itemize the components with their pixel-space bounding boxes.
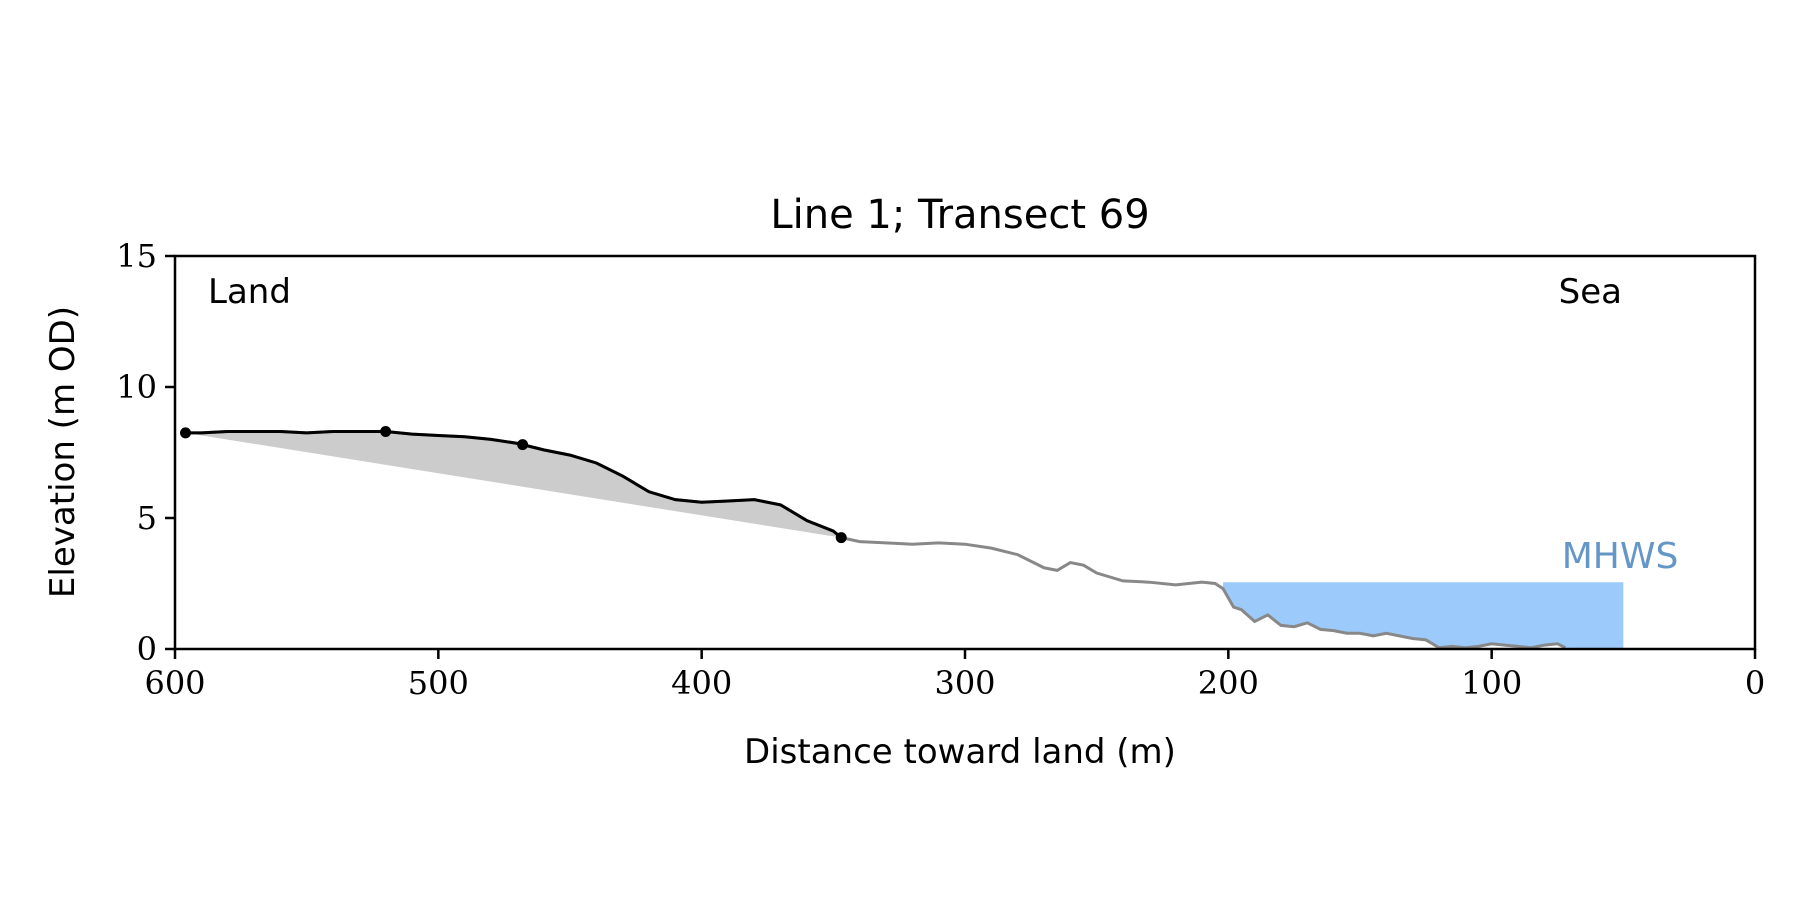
feature-point [180,427,192,439]
feature-point [835,532,847,544]
cliff-fill-area [185,431,842,538]
sea-label: Sea [1559,272,1622,312]
feature-point [380,426,392,438]
x-axis-label: Distance toward land (m) [744,732,1176,772]
x-tick-label: 600 [144,664,205,702]
chart-title: Line 1; Transect 69 [770,192,1149,238]
y-tick-label: 15 [116,237,157,275]
y-axis: 0 5 10 15 [116,237,175,668]
land-label: Land [208,272,291,312]
y-axis-label: Elevation (m OD) [43,306,83,598]
x-tick-label: 400 [671,664,732,702]
x-axis: 600 500 400 300 200 100 0 [144,649,1765,702]
x-tick-label: 500 [408,664,469,702]
mhws-label: MHWS [1562,536,1679,577]
x-tick-label: 300 [934,664,995,702]
plot-area: MHWS [180,426,1679,650]
y-tick-label: 0 [137,630,157,668]
y-tick-label: 10 [116,368,157,406]
x-tick-label: 100 [1461,664,1522,702]
mhws-water-area [1223,582,1624,649]
x-tick-label: 200 [1198,664,1259,702]
y-tick-label: 5 [137,499,157,537]
x-tick-label: 0 [1745,664,1765,702]
feature-point [517,439,529,451]
